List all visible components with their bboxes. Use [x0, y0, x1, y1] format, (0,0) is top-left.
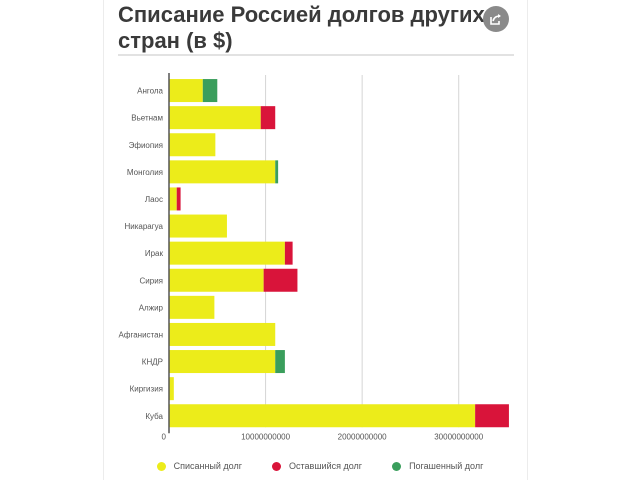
bar-1-series-0 — [169, 106, 261, 130]
legend-label-remaining: Оставшийся долг — [289, 461, 363, 471]
bar-4-series-0 — [169, 187, 177, 211]
bar-0-series-2 — [202, 79, 218, 103]
x-tick-label-2: 20000000000 — [338, 432, 387, 441]
bar-6-series-0 — [169, 241, 285, 265]
category-label-6: Ирак — [145, 249, 164, 258]
legend-swatch-written-off — [156, 461, 166, 471]
bar-8-series-0 — [169, 295, 215, 319]
bar-9-series-0 — [169, 322, 276, 346]
bar-12-series-0 — [169, 404, 476, 428]
category-label-9: Афганистан — [118, 330, 163, 339]
legend-item-repaid[interactable]: Погашенный долг — [392, 456, 483, 476]
category-label-11: Киргизия — [130, 385, 163, 394]
category-label-4: Лаос — [145, 195, 163, 204]
category-label-2: Эфиопия — [129, 141, 163, 150]
bar-1-series-1 — [260, 106, 276, 130]
share-icon — [490, 14, 501, 25]
bar-3-series-2 — [275, 160, 279, 184]
legend-item-written-off[interactable]: Списанный долг — [156, 456, 243, 476]
chart-title: Списание Россией долгов других стран (в … — [118, 2, 485, 53]
category-label-1: Вьетнам — [131, 114, 163, 123]
bar-12-series-1 — [475, 404, 509, 428]
bar-0-series-0 — [169, 79, 203, 103]
bar-7-series-1 — [263, 268, 298, 292]
bar-4-series-1 — [176, 187, 181, 211]
bar-5-series-0 — [169, 214, 227, 238]
bar-10-series-2 — [275, 350, 285, 374]
share-button[interactable] — [483, 6, 509, 32]
bar-11-series-0 — [169, 377, 174, 401]
legend-swatch-repaid — [392, 461, 402, 471]
bar-10-series-0 — [169, 350, 276, 374]
x-tick-label-3: 30000000000 — [434, 432, 483, 441]
bar-6-series-1 — [284, 241, 293, 265]
category-label-3: Монголия — [127, 168, 163, 177]
x-tick-label-0: 0 — [162, 432, 167, 441]
category-label-0: Ангола — [137, 87, 163, 96]
bar-7-series-0 — [169, 268, 264, 292]
legend-label-written-off: Списанный долг — [173, 461, 243, 471]
legend-item-remaining[interactable]: Оставшийся долг — [272, 456, 362, 476]
category-label-8: Алжир — [139, 303, 164, 312]
title-divider — [118, 54, 514, 56]
bar-3-series-0 — [169, 160, 276, 184]
legend: Списанный долг Оставшийся долг Погашенны… — [0, 456, 640, 476]
category-label-7: Сирия — [140, 276, 164, 285]
category-label-5: Никарагуа — [124, 222, 163, 231]
x-tick-label-1: 10000000000 — [241, 432, 290, 441]
legend-label-repaid: Погашенный долг — [409, 461, 484, 471]
category-label-10: КНДР — [142, 358, 163, 367]
legend-swatch-remaining — [272, 461, 282, 471]
bar-2-series-0 — [169, 133, 216, 157]
category-label-12: Куба — [145, 412, 163, 421]
